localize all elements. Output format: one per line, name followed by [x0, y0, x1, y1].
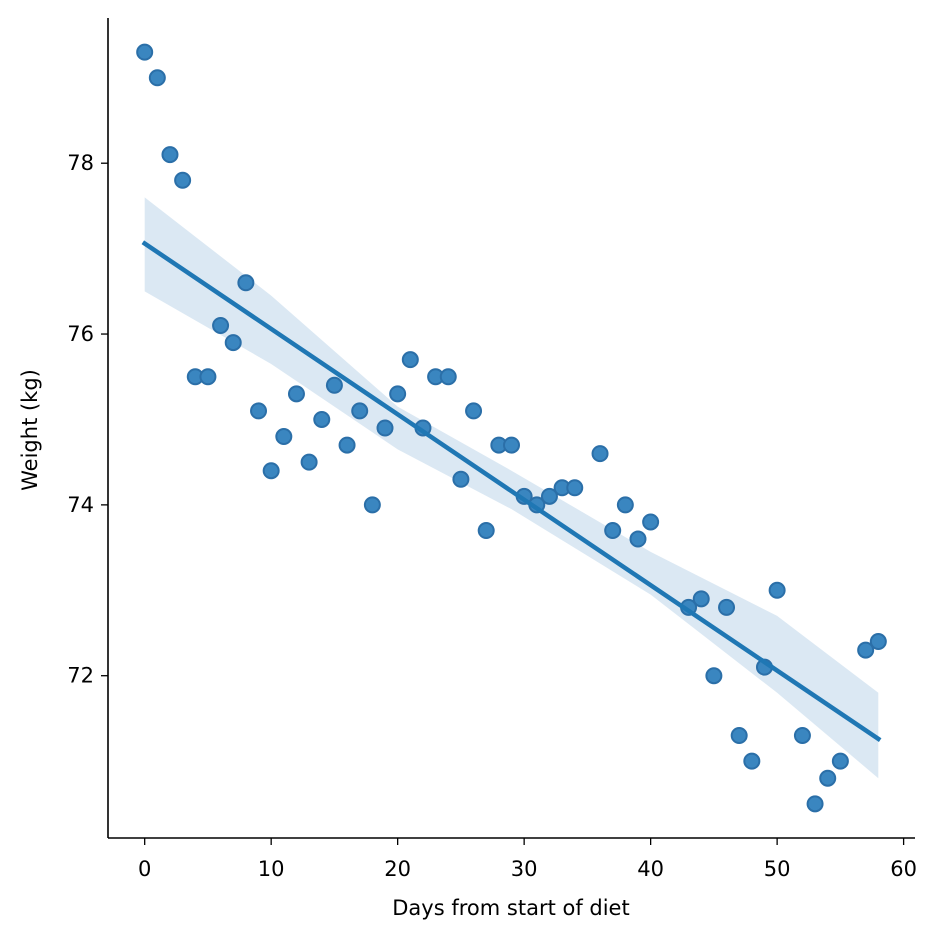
- data-point: [439, 368, 457, 386]
- data-point: [705, 667, 723, 685]
- data-point: [174, 171, 192, 189]
- data-point: [287, 385, 305, 403]
- y-tick-label: 72: [67, 664, 94, 688]
- data-point: [793, 727, 811, 744]
- data-point: [275, 428, 293, 446]
- data-point: [743, 752, 761, 770]
- data-point: [477, 522, 495, 539]
- y-tick-label: 78: [67, 151, 94, 175]
- x-axis-title: Days from start of diet: [392, 896, 629, 920]
- data-point: [503, 436, 520, 454]
- data-point: [604, 522, 622, 539]
- data-point: [768, 581, 786, 599]
- x-tick-label: 0: [138, 857, 151, 881]
- axes: [107, 18, 915, 839]
- data-point: [465, 402, 483, 420]
- confidence-band: [144, 197, 879, 779]
- regression-line-layer: [141, 240, 882, 743]
- data-point: [730, 727, 748, 744]
- data-point: [250, 402, 268, 420]
- data-point: [199, 368, 217, 386]
- data-point: [262, 462, 280, 480]
- data-point: [363, 496, 381, 514]
- data-point: [389, 385, 407, 403]
- data-point: [313, 410, 331, 428]
- data-point: [692, 590, 710, 608]
- data-point: [338, 436, 356, 454]
- data-point: [831, 752, 849, 770]
- data-point: [806, 795, 824, 813]
- data-point: [566, 479, 584, 497]
- data-point: [869, 633, 887, 651]
- data-point: [819, 769, 837, 787]
- data-point: [857, 641, 875, 659]
- y-tick-label: 74: [67, 493, 94, 517]
- confidence-band-layer: [144, 197, 879, 779]
- data-point: [591, 445, 609, 463]
- x-ticks: 0 10 20 30 40 50 60: [138, 838, 917, 881]
- data-point: [212, 317, 230, 334]
- data-point: [540, 487, 558, 505]
- data-points-layer: [136, 43, 887, 813]
- x-tick-label: 50: [764, 857, 791, 881]
- data-point: [161, 146, 179, 164]
- data-point: [351, 402, 369, 420]
- data-point: [718, 598, 736, 616]
- regression-line: [141, 240, 882, 743]
- x-tick-label: 40: [637, 857, 664, 881]
- data-point: [452, 470, 470, 488]
- data-point: [224, 334, 242, 352]
- data-point: [401, 351, 419, 369]
- data-point: [148, 69, 166, 87]
- x-tick-label: 30: [511, 857, 538, 881]
- x-tick-label: 60: [890, 857, 917, 881]
- data-point: [616, 496, 634, 514]
- x-tick-label: 10: [258, 857, 285, 881]
- data-point: [136, 43, 154, 61]
- data-point: [237, 274, 255, 292]
- data-point: [642, 513, 660, 531]
- data-point: [300, 453, 318, 471]
- y-ticks: 72 74 76 78: [67, 151, 108, 688]
- y-axis-title: Weight (kg): [18, 369, 42, 491]
- x-tick-label: 20: [384, 857, 411, 881]
- data-point: [376, 419, 394, 437]
- data-point: [629, 530, 647, 548]
- data-point: [325, 376, 343, 394]
- y-tick-label: 76: [67, 322, 94, 346]
